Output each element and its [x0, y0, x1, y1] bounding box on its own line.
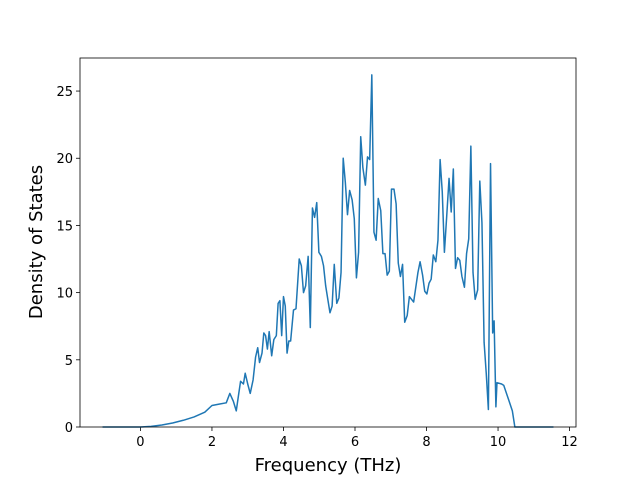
x-tick-label: 4 — [279, 435, 287, 450]
x-axis-label: Frequency (THz) — [255, 455, 402, 476]
x-tick-label: 10 — [490, 435, 507, 450]
plot-frame — [79, 57, 577, 428]
y-tick-label: 5 — [65, 354, 73, 369]
x-tick-label: 12 — [561, 435, 578, 450]
y-tick-label: 0 — [65, 421, 73, 436]
y-tick-label: 25 — [56, 85, 73, 100]
x-tick-label: 2 — [208, 435, 216, 450]
x-tick-label: 8 — [422, 435, 430, 450]
y-tick-label: 10 — [56, 287, 73, 302]
data-line — [102, 74, 554, 428]
y-tick-label: 15 — [56, 219, 73, 234]
x-tick-label: 0 — [136, 435, 144, 450]
y-axis-label: Density of States — [26, 165, 47, 319]
y-tick-label: 20 — [56, 152, 73, 167]
x-tick-label: 6 — [351, 435, 359, 450]
